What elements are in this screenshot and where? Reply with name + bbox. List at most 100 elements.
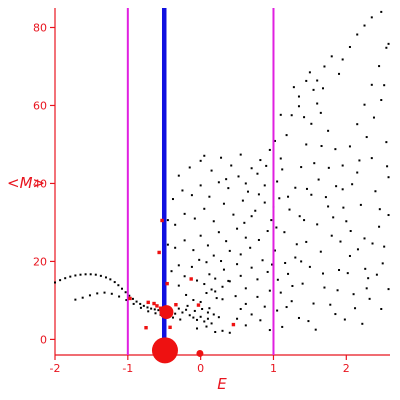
data-point — [89, 273, 92, 276]
data-point — [316, 102, 319, 105]
data-point — [356, 123, 359, 126]
data-point — [303, 116, 306, 119]
data-point — [368, 297, 371, 300]
data-point — [268, 148, 271, 151]
x-tick-label: 0 — [197, 362, 204, 375]
highlight-point — [168, 325, 172, 330]
data-point — [341, 58, 344, 61]
data-point — [349, 230, 352, 233]
data-point — [279, 157, 282, 160]
data-point — [181, 189, 184, 192]
data-point — [381, 262, 384, 265]
data-point — [354, 307, 357, 310]
data-point — [285, 306, 288, 309]
data-point — [183, 212, 186, 215]
data-point — [256, 278, 259, 281]
data-point — [239, 253, 242, 256]
highlight-point — [196, 303, 201, 307]
data-point — [301, 282, 304, 285]
data-point — [276, 278, 279, 281]
data-point — [208, 273, 211, 276]
data-point — [278, 197, 281, 200]
data-point — [188, 314, 191, 317]
data-point — [199, 300, 202, 303]
data-point — [348, 254, 351, 257]
data-point — [205, 292, 208, 295]
data-point — [177, 174, 180, 177]
data-point — [222, 202, 225, 205]
data-point — [220, 156, 223, 159]
highlight-point — [174, 303, 178, 307]
data-point — [365, 136, 368, 139]
data-point — [319, 111, 322, 114]
data-point — [228, 249, 231, 252]
data-point — [217, 316, 220, 319]
data-point — [322, 87, 324, 90]
data-point — [343, 318, 346, 321]
data-point — [232, 213, 235, 216]
data-point — [150, 307, 153, 310]
highlight-point — [189, 277, 193, 281]
data-point — [308, 265, 311, 268]
data-point — [378, 225, 381, 228]
data-point — [365, 287, 368, 290]
data-point — [312, 88, 315, 91]
data-point — [334, 148, 337, 151]
data-point — [212, 254, 215, 257]
data-point — [214, 277, 217, 280]
x-axis-label: E — [217, 375, 227, 393]
data-point — [227, 279, 230, 282]
data-point — [250, 313, 253, 316]
data-point — [313, 162, 316, 165]
data-point — [281, 168, 284, 171]
data-point — [266, 270, 269, 273]
data-point — [275, 226, 278, 229]
data-point — [305, 240, 308, 243]
data-point — [351, 183, 354, 186]
data-point — [212, 313, 215, 316]
y-tick-label: 40 — [33, 177, 47, 190]
highlight-point — [157, 250, 161, 255]
highlight-point — [146, 300, 150, 305]
data-point — [285, 134, 288, 137]
data-point — [230, 164, 233, 167]
data-point — [203, 320, 206, 323]
data-point — [128, 294, 131, 297]
data-point — [308, 71, 311, 74]
data-point — [198, 258, 201, 261]
data-point — [335, 185, 338, 188]
data-point — [380, 307, 383, 310]
data-point — [370, 157, 373, 160]
data-point — [386, 165, 389, 168]
data-point — [378, 208, 381, 211]
data-point — [341, 188, 344, 191]
highlight-point — [128, 296, 132, 301]
data-point — [221, 298, 224, 301]
data-point — [270, 219, 273, 222]
data-point — [206, 244, 209, 247]
data-point — [387, 214, 390, 217]
data-point — [203, 283, 206, 286]
data-point — [199, 184, 202, 187]
x-tick-label: 1 — [270, 362, 277, 375]
data-point — [363, 237, 366, 240]
data-point — [183, 239, 186, 242]
highlight-point — [144, 326, 148, 330]
data-point — [241, 199, 244, 202]
data-point — [243, 221, 246, 224]
data-point — [228, 331, 231, 334]
data-point — [118, 295, 121, 298]
data-point — [257, 238, 260, 241]
x-tick-label: -1 — [122, 362, 133, 375]
data-point — [385, 141, 388, 144]
data-point — [294, 186, 297, 189]
data-point — [225, 178, 228, 181]
data-point — [88, 294, 91, 297]
data-point — [334, 313, 337, 316]
data-point — [259, 319, 262, 322]
data-point — [268, 329, 271, 332]
data-point — [338, 269, 341, 272]
data-point — [199, 234, 202, 237]
data-point — [323, 65, 326, 68]
data-point — [117, 284, 120, 287]
